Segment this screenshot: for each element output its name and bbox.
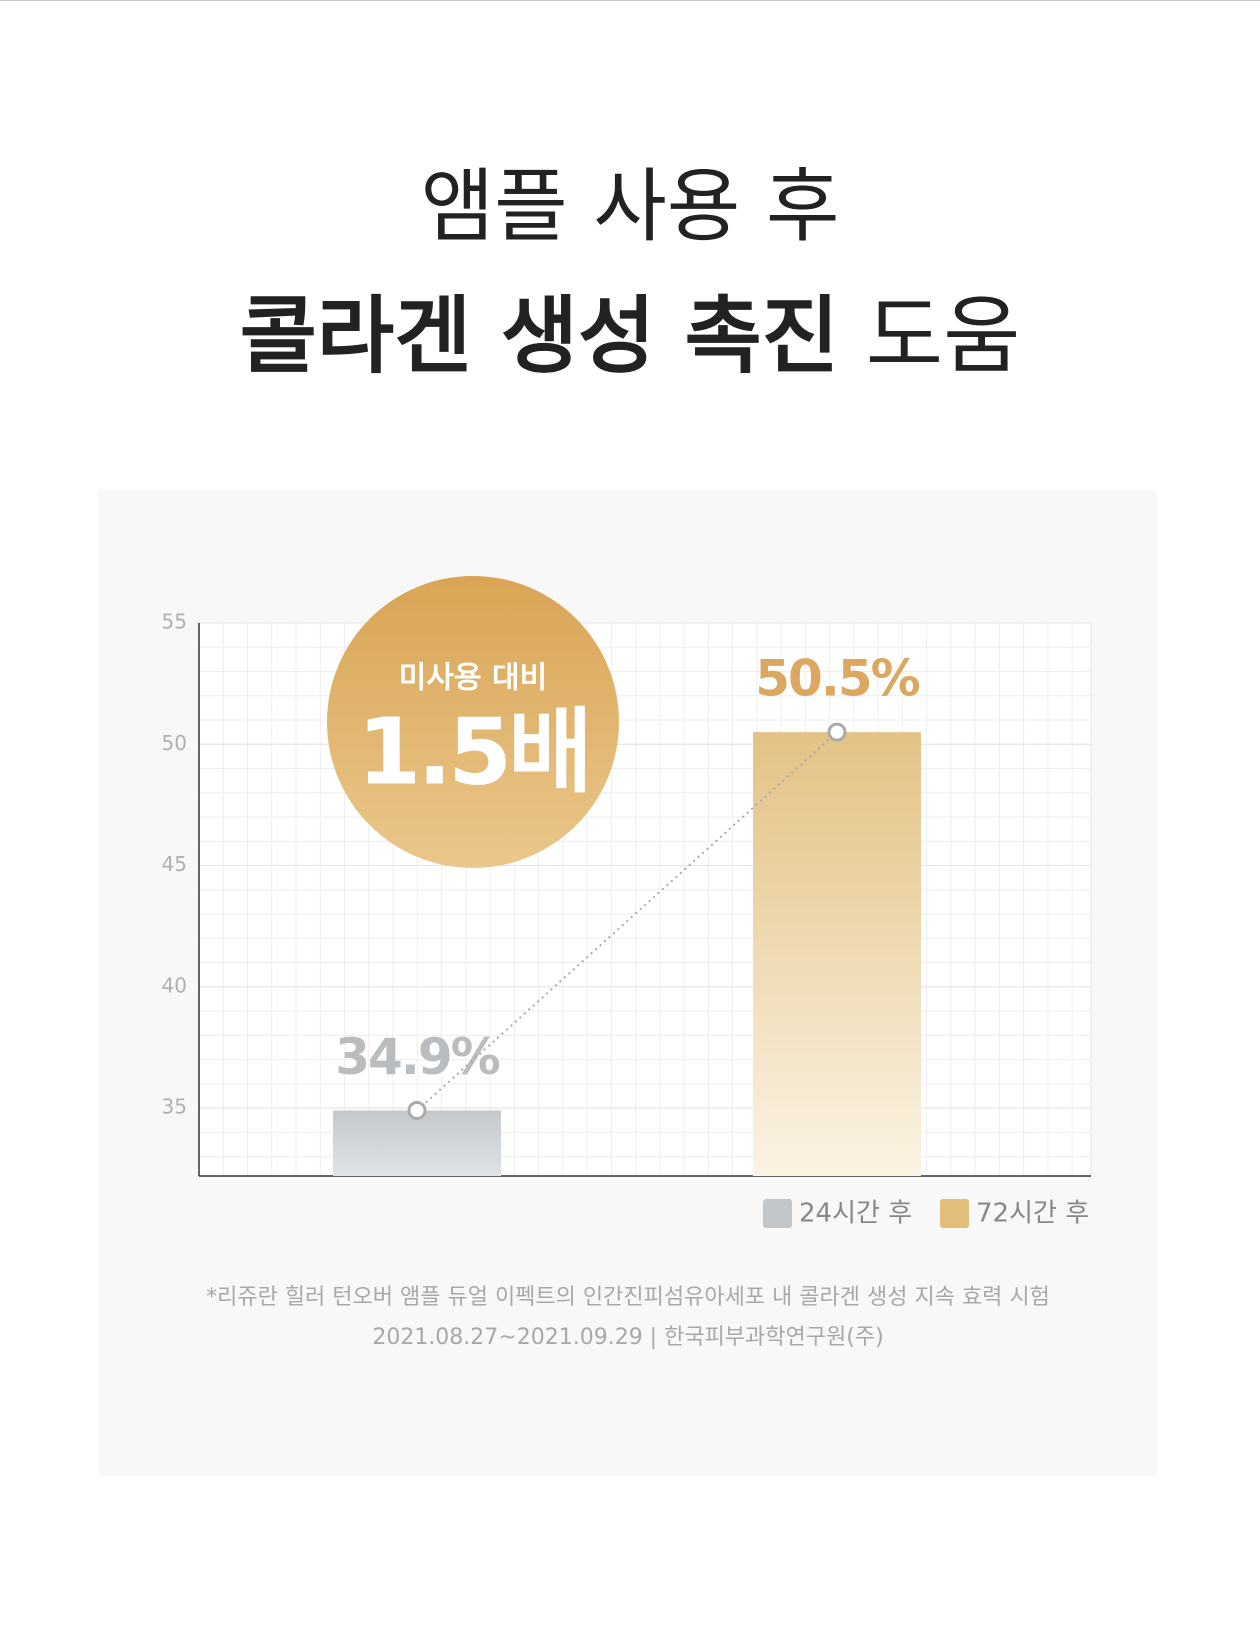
y-tick-label: 55: [162, 610, 187, 634]
marker: [827, 722, 847, 742]
legend-swatch: [940, 1199, 969, 1228]
legend-label: 24시간 후: [799, 1199, 912, 1229]
y-tick-label: 40: [162, 973, 187, 997]
title-emphasis: 콜라겐 생성 촉진: [240, 287, 839, 385]
bar: [333, 1110, 501, 1176]
trend-line: [416, 731, 838, 1112]
title-line1: 앰플 사용 후: [421, 160, 840, 253]
footnote: 2021.08.27~2021.09.29 | 한국피부과학연구원(주): [372, 1325, 883, 1350]
plot: 35 40 45 50 55 미사용 대비1.5배 34.9% 50.5% 24시간 후 72시간…: [162, 576, 1092, 1229]
footnote: *리쥬란 힐러 턴오버 앰플 듀얼 이펙트의 인간진피섬유아세포 내 콜라겐 생…: [206, 1285, 1050, 1310]
title-line2: 콜라겐 생성 촉진 도움: [240, 287, 1021, 385]
data-label: 34.9%: [335, 1028, 499, 1086]
data-label: 50.5%: [755, 650, 919, 708]
badge: [327, 576, 619, 868]
y-tick-label: 35: [162, 1095, 187, 1119]
bar: [753, 732, 921, 1176]
y-tick-label: 45: [162, 852, 187, 876]
legend-swatch: [763, 1199, 792, 1228]
marker: [407, 1101, 427, 1121]
legend-label: 72시간 후: [976, 1199, 1089, 1229]
badge-value: 1.5배: [357, 698, 589, 805]
title-rest: 도움: [866, 287, 1021, 385]
badge-label: 미사용 대비: [399, 661, 547, 696]
y-tick-label: 50: [162, 731, 187, 755]
